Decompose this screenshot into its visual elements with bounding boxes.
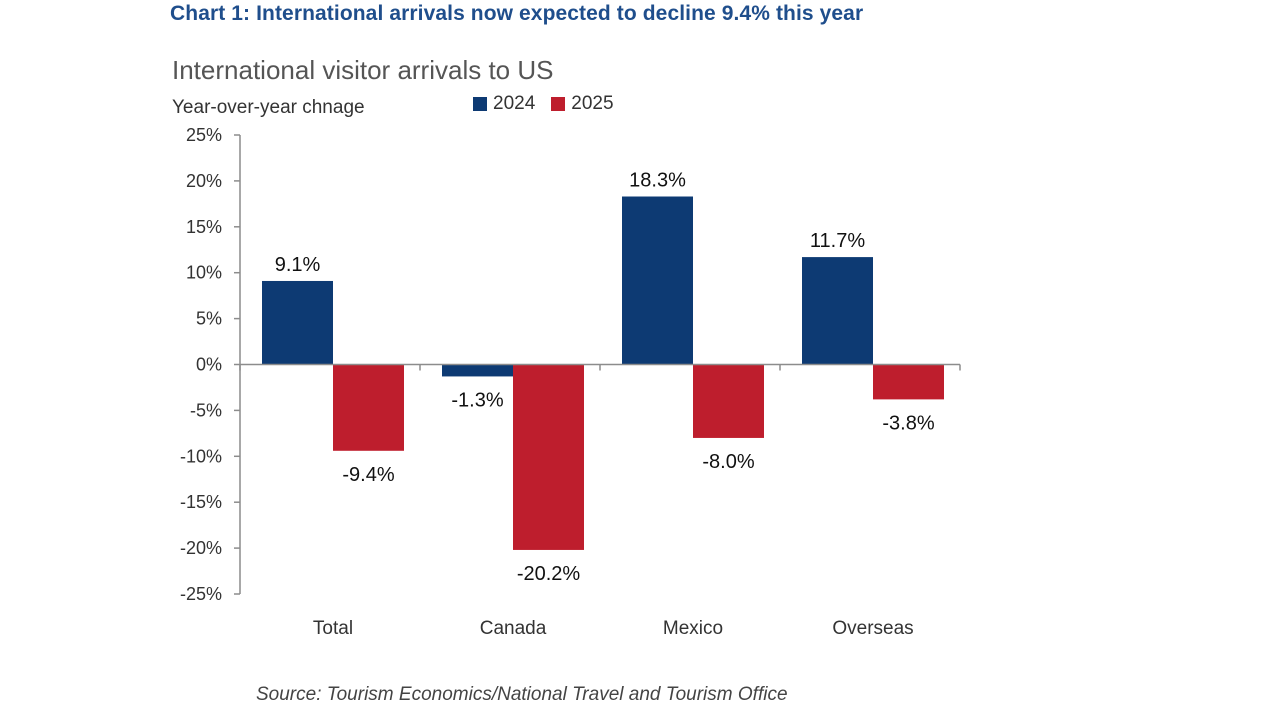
- y-tick-label: -20%: [180, 538, 222, 558]
- data-label-2025-canada: -20.2%: [517, 563, 581, 585]
- y-tick-label: -25%: [180, 584, 222, 604]
- x-tick-label-mexico: Mexico: [663, 618, 723, 639]
- legend: 2024 2025: [473, 93, 630, 115]
- bar-2024-canada: [442, 364, 513, 377]
- legend-item-2025: 2025: [551, 93, 614, 115]
- y-axis-label: Year-over-year chnage: [172, 97, 365, 118]
- x-tick-label-canada: Canada: [480, 618, 547, 639]
- data-label-2025-overseas: -3.8%: [882, 412, 934, 434]
- data-label-2024-canada: -1.3%: [451, 389, 503, 411]
- bar-2025-mexico: [693, 364, 764, 438]
- data-label-2024-mexico: 18.3%: [629, 170, 686, 192]
- legend-label-2025: 2025: [571, 93, 614, 114]
- bar-2024-total: [262, 280, 333, 365]
- y-tick-label: -15%: [180, 492, 222, 512]
- data-label-2025-total: -9.4%: [342, 464, 394, 486]
- y-tick-label: 10%: [186, 263, 222, 283]
- y-tick-label: 5%: [196, 309, 222, 329]
- y-tick-label: 0%: [196, 355, 222, 375]
- data-label-2024-overseas: 11.7%: [810, 230, 865, 252]
- data-label-2024-total: 9.1%: [275, 254, 321, 276]
- y-tick-label: 20%: [186, 171, 222, 191]
- chart-title: International visitor arrivals to US: [172, 55, 554, 85]
- bar-2025-total: [333, 364, 404, 451]
- legend-swatch-2025: [551, 97, 566, 111]
- bar-2024-mexico: [622, 196, 693, 365]
- source-note: Source: Tourism Economics/National Trave…: [256, 684, 788, 705]
- y-tick-label: 15%: [186, 217, 222, 237]
- y-tick-label: 25%: [186, 125, 222, 145]
- bar-2025-canada: [513, 364, 584, 550]
- bar-2024-overseas: [802, 257, 873, 365]
- x-tick-label-total: Total: [313, 618, 353, 639]
- legend-label-2024: 2024: [493, 93, 536, 114]
- bar-2025-overseas: [873, 364, 944, 400]
- data-label-2025-mexico: -8.0%: [702, 451, 754, 473]
- legend-swatch-2024: [473, 97, 487, 111]
- chart-heading: Chart 1: International arrivals now expe…: [170, 2, 864, 25]
- legend-item-2024: 2024: [473, 93, 535, 115]
- x-tick-label-overseas: Overseas: [832, 618, 913, 639]
- y-tick-label: -5%: [190, 400, 222, 420]
- y-tick-label: -10%: [180, 446, 222, 466]
